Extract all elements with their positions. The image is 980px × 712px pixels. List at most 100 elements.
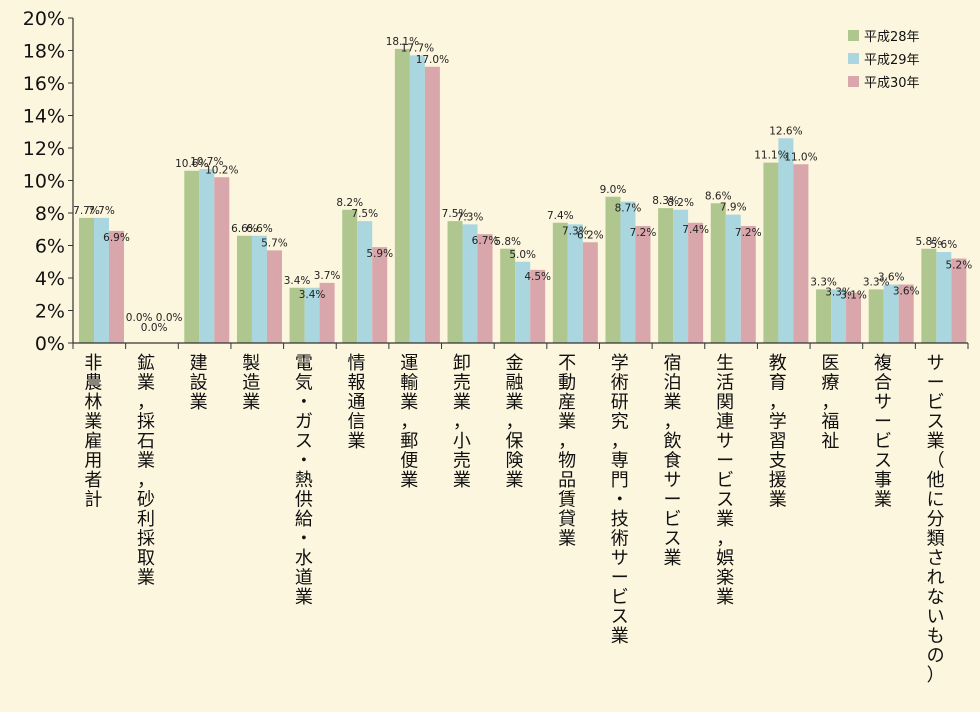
bar: [372, 247, 388, 343]
category-label: 宿泊業，飲食サービス業: [663, 353, 681, 569]
bar: [710, 203, 726, 343]
data-label: 3.1%: [840, 290, 867, 302]
bar: [673, 209, 689, 343]
category-label: サービス業（他に分類されないもの）: [927, 353, 945, 686]
bar: [567, 224, 583, 343]
data-label: 7.9%: [720, 202, 747, 214]
legend-swatch: [848, 53, 859, 64]
bar: [725, 214, 741, 343]
bar: [898, 284, 914, 343]
bar: [515, 261, 531, 343]
data-label: 5.6%: [931, 239, 958, 251]
category-label: 建設業: [190, 353, 208, 413]
data-label: 7.5%: [351, 208, 378, 220]
y-tick-label: 2%: [35, 301, 65, 323]
data-label: 8.2%: [667, 197, 694, 209]
bar: [688, 222, 704, 343]
category-label: 運輸業，郵便業: [400, 353, 418, 491]
y-tick-label: 8%: [35, 203, 65, 225]
data-label: 3.3%: [810, 276, 837, 288]
bar: [236, 235, 252, 343]
bars: [79, 48, 967, 343]
y-tick-label: 16%: [23, 73, 65, 95]
legend-label: 平成30年: [864, 76, 920, 91]
data-label: 5.8%: [916, 236, 943, 248]
data-label: 7.4%: [682, 224, 709, 236]
data-label: 0.0%: [141, 322, 168, 334]
data-label: 6.6%: [246, 223, 273, 235]
bar: [552, 222, 568, 343]
bar: [357, 221, 373, 343]
legend-swatch: [848, 76, 859, 87]
category-label: 複合サービス事業: [874, 353, 892, 511]
category-label: 製造業: [242, 353, 260, 413]
category-label: 学術研究，専門・技術サービス業: [611, 353, 629, 647]
data-label: 6.7%: [472, 235, 499, 247]
category-label: 非農林業雇用者計: [84, 353, 102, 511]
data-label: 5.9%: [366, 248, 393, 260]
y-tick-label: 10%: [23, 171, 65, 193]
legend-label: 平成28年: [864, 30, 920, 45]
bar: [447, 221, 463, 343]
data-label: 5.8%: [494, 236, 521, 248]
bar: [921, 248, 937, 343]
data-label: 9.0%: [600, 184, 627, 196]
bar: [883, 284, 899, 343]
data-label: 7.2%: [735, 227, 762, 239]
category-label: 情報通信業: [348, 353, 366, 452]
bar: [94, 217, 109, 343]
bar: [199, 169, 215, 343]
category-label: 不動産業，物品賃貸業: [558, 353, 576, 550]
y-tick-label: 12%: [23, 138, 65, 160]
data-label: 7.3%: [457, 211, 484, 223]
bar: [319, 282, 335, 343]
data-label: 17.7%: [401, 42, 434, 54]
data-labels: 7.7% 0.0% 10.6% 6.6% 3.4% 8.2% 18.1% 7.5% 5.8% 7.…: [73, 36, 972, 334]
data-label: 10.6%: [175, 158, 208, 170]
category-label: 医療，福祉: [821, 353, 839, 452]
data-label: 7.7%: [73, 205, 100, 217]
data-label: 0.0%: [156, 312, 183, 324]
data-label: 0.0%: [126, 312, 153, 324]
data-label: 8.3%: [652, 195, 679, 207]
y-tick-label: 14%: [23, 106, 65, 128]
bar: [936, 252, 952, 343]
data-label: 3.7%: [314, 270, 341, 282]
bar: [266, 250, 282, 343]
data-label: 3.6%: [878, 272, 905, 284]
category-label: 鉱業，採石業，砂利採取業: [137, 353, 155, 589]
category-label: 生活関連サービス業，娯楽業: [716, 353, 734, 608]
legend-label: 平成29年: [864, 53, 920, 68]
bar: [109, 230, 124, 343]
data-label: 7.7%: [88, 205, 115, 217]
category-label: 電気・ガス・熱供給・水道業: [295, 353, 313, 608]
legend-swatch: [848, 30, 859, 41]
data-label: 3.3%: [825, 286, 852, 298]
data-label: 10.7%: [190, 156, 223, 168]
y-tick-label: 6%: [35, 236, 65, 258]
data-label: 11.1%: [754, 150, 787, 162]
data-label: 3.6%: [893, 286, 920, 298]
bar: [778, 138, 794, 343]
data-label: 3.4%: [299, 289, 326, 301]
category-labels: 非農林業雇用者計 鉱業，採石業，砂利採取業 建設業 製造業 電気・ガス・熱供給・水道業 情…: [84, 353, 944, 686]
data-label: 11.0%: [784, 151, 817, 163]
data-label: 8.2%: [336, 197, 363, 209]
data-label: 7.5%: [442, 208, 469, 220]
bar: [342, 209, 358, 343]
data-label: 5.2%: [946, 260, 973, 272]
y-tick-label: 20%: [23, 8, 65, 30]
bar: [635, 226, 651, 343]
bar: [477, 234, 493, 343]
bar: [951, 258, 967, 343]
data-label: 6.2%: [577, 229, 604, 241]
bar: [605, 196, 621, 343]
category-label: 金融業，保険業: [506, 353, 524, 491]
bar: [184, 170, 200, 343]
data-label: 7.2%: [630, 227, 657, 239]
bar: [868, 289, 884, 343]
bar: [793, 164, 809, 343]
data-label: 18.1%: [386, 36, 419, 48]
